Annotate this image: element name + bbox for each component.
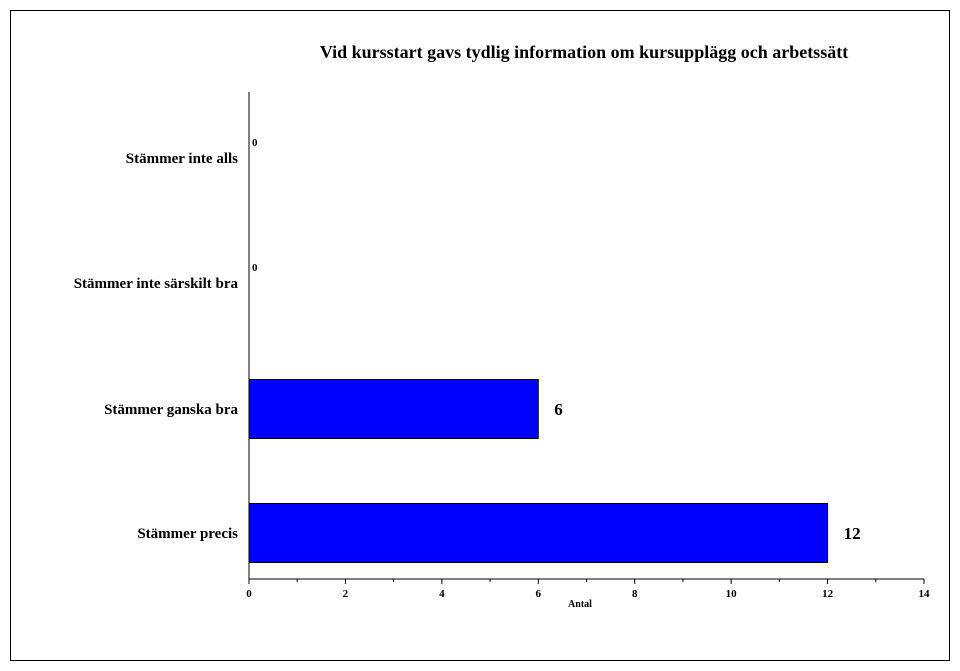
x-tick-label: 14	[919, 588, 931, 600]
category-label-3: Stämmer precis	[137, 526, 238, 542]
x-tick-label: 8	[632, 588, 638, 600]
x-axis-title: Antal	[568, 599, 592, 610]
data-label-3: 12	[844, 524, 861, 543]
x-tick-label: 6	[536, 588, 542, 600]
x-tick-label: 12	[822, 588, 834, 600]
x-tick-label: 2	[343, 588, 349, 600]
category-label-1: Stämmer inte särskilt bra	[74, 276, 239, 292]
data-label-1: 0	[252, 262, 258, 274]
x-tick-label: 4	[439, 588, 445, 600]
x-tick-label: 10	[726, 588, 738, 600]
category-labels: Stämmer inte alls Stämmer inte särskilt b…	[74, 151, 239, 542]
category-label-0: Stämmer inte alls	[126, 151, 238, 167]
data-label-2: 6	[554, 400, 563, 419]
x-tick-label: 0	[246, 588, 252, 600]
data-label-0: 0	[252, 137, 258, 149]
chart-title: Vid kursstart gavs tydlig information om…	[320, 42, 848, 62]
x-axis: 0 2 4 6 8 10 12 14	[246, 92, 930, 600]
bars-layer: 0 0 6 12	[248, 137, 861, 563]
bar-2	[248, 379, 539, 439]
bar-3	[248, 503, 829, 563]
category-label-2: Stämmer ganska bra	[104, 402, 238, 418]
